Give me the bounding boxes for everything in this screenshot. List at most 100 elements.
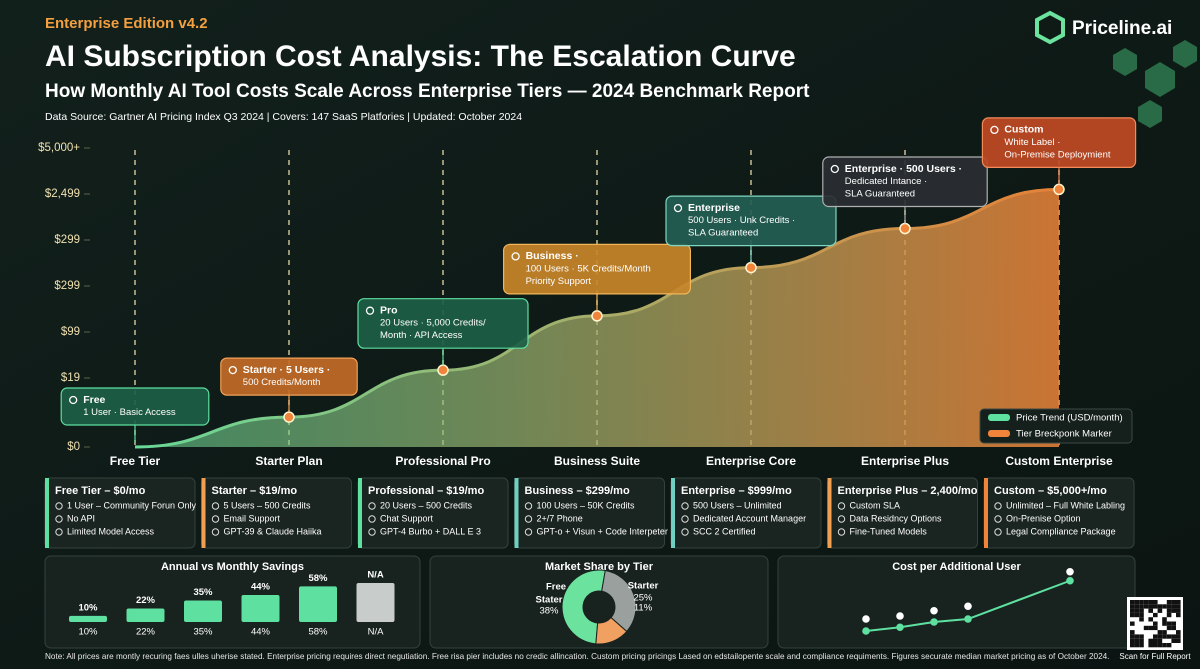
bar-base-label: 22%: [136, 627, 156, 638]
bar-label: 22%: [136, 595, 156, 606]
y-tick-label: $299: [54, 234, 80, 246]
callout-text: Pro: [380, 304, 398, 316]
tier-marker: [899, 222, 911, 235]
tier-card-bullet: [524, 502, 533, 510]
qr-cell: [1130, 630, 1135, 635]
bar: [184, 600, 222, 622]
qr-cell: [1153, 600, 1158, 605]
bar-base-label: 58%: [308, 627, 328, 638]
tier-card-accent: [45, 478, 49, 548]
qr-cell: [1162, 621, 1167, 626]
qr-cell: [1130, 600, 1135, 605]
bar-na: [356, 583, 395, 622]
qr-cell: [1176, 604, 1181, 609]
qr-cell: [1171, 600, 1176, 605]
tier-card-item: On-Prenise Option: [1006, 513, 1081, 523]
x-tick-label: Enterprise Core: [706, 454, 796, 468]
tier-card-title: Business – $299/mo: [525, 485, 630, 497]
qr-cell: [1134, 643, 1140, 648]
tier-card-item: 2+/7 Phone: [537, 513, 583, 523]
tier-card-item: Fine-Tuned Models: [850, 526, 928, 536]
pie-value-label: 38%: [539, 606, 559, 617]
bar-base-label: 10%: [78, 627, 98, 638]
qr-cell: [1162, 630, 1167, 635]
qr-cell: [1139, 604, 1144, 609]
qr-cell: [1166, 643, 1172, 648]
pie-label: Starter: [628, 581, 659, 592]
qr-cell: [1134, 600, 1140, 605]
qr-cell: [1148, 617, 1153, 622]
qr-cell: [1157, 608, 1163, 613]
qr-cell: [1157, 638, 1163, 643]
bar: [126, 608, 165, 622]
qr-cell: [1176, 630, 1181, 635]
qr-cell: [1130, 608, 1135, 613]
qr-cell: [1134, 638, 1140, 643]
title: AI Subscription Cost Analysis: The Escal…: [45, 40, 796, 73]
callout-text: SLA Guaranteed: [688, 228, 758, 239]
qr-cell: [1130, 634, 1135, 639]
tier-card-bullet: [681, 515, 689, 523]
cost-point: [896, 623, 904, 632]
y-tick-label: $19: [61, 372, 80, 384]
tier-card-item: Custom SLA: [850, 500, 901, 510]
cost-point: [862, 627, 870, 635]
qr-cell: [1176, 638, 1181, 643]
legend-swatch: [988, 414, 1010, 421]
pie-slice: [561, 569, 606, 645]
cost-point: [1066, 567, 1074, 576]
tier-card-title: Custom – $5,000+/mo: [994, 485, 1107, 497]
qr-cell: [1148, 638, 1153, 643]
bar-base-label: 35%: [193, 627, 213, 638]
qr-cell: [1157, 643, 1163, 648]
tier-card-accent: [201, 478, 206, 548]
y-tick-label: $2,499: [45, 188, 80, 200]
tier-card-bullet: [211, 502, 220, 510]
qr-cell: [1139, 600, 1144, 605]
tier-card-item: 5 Users – 500 Credits: [224, 500, 312, 510]
tier-card-bullet: [55, 528, 63, 536]
y-tick-label: $299: [54, 280, 80, 292]
qr-cell: [1130, 643, 1135, 648]
qr-cell: [1166, 600, 1172, 605]
qr-cell: [1134, 604, 1140, 609]
qr-cell: [1171, 625, 1176, 631]
panel-title: Market Share by Tier: [545, 561, 654, 573]
tier-card-bullet: [837, 502, 846, 510]
qr-cell: [1166, 612, 1172, 618]
bar: [69, 615, 107, 622]
tier-marker: [745, 261, 757, 274]
bar-label: 58%: [308, 573, 328, 584]
tier-marker: [591, 310, 603, 322]
brand-logo: [1035, 10, 1065, 45]
bar-label: N/A: [367, 570, 384, 581]
qr-cell: [1130, 638, 1135, 643]
qr-cell: [1176, 600, 1181, 605]
callout-box: [357, 298, 529, 349]
tier-card-bullet: [524, 528, 533, 536]
cost-point: [1066, 576, 1074, 585]
legend-label: Price Trend (USD/month): [1016, 413, 1123, 424]
x-tick-label: Business Suite: [554, 454, 640, 468]
x-tick-label: Starter Plan: [255, 454, 322, 468]
pie-label: Stater: [536, 595, 563, 606]
tier-marker: [1053, 183, 1065, 196]
tier-card-bullet: [837, 515, 846, 523]
qr-cell: [1162, 634, 1167, 639]
tier-card-item: Unlimited – Full White Labling: [1006, 500, 1125, 510]
qr-cell: [1139, 617, 1144, 622]
tier-card-bullet: [837, 528, 846, 536]
pie-value-label: 11%: [634, 603, 653, 614]
qr-cell: [1134, 608, 1140, 613]
bar-label: 44%: [251, 581, 271, 592]
legend-box: [979, 408, 1133, 444]
qr-cell: [1153, 604, 1158, 609]
callout-text: Custom: [1004, 124, 1043, 136]
qr-cell: [1148, 600, 1153, 605]
tier-card-item: Chat Support: [380, 513, 434, 523]
panel-title: Annual vs Monthly Savings: [161, 561, 304, 573]
qr-cell: [1134, 634, 1140, 639]
brand-name: Priceline.ai: [1072, 18, 1172, 39]
tier-card-bullet: [211, 515, 220, 523]
